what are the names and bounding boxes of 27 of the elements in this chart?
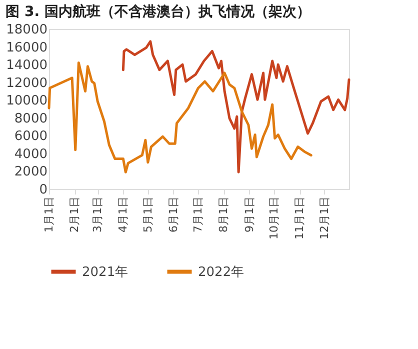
y-tick-label: 16000	[6, 40, 48, 56]
y-tick-label: 8000	[14, 111, 48, 126]
line-series	[48, 62, 312, 174]
y-tick-label: 18000	[6, 22, 48, 38]
line-series	[122, 40, 350, 174]
x-tick-label: 10月1日	[268, 196, 280, 240]
x-tick-label: 12月1日	[318, 196, 331, 240]
x-tick-label: 9月1日	[242, 196, 256, 232]
legend-label: 2021年	[82, 264, 128, 280]
x-tick-label: 4月1日	[116, 196, 130, 232]
y-tick-label: 2000	[14, 164, 48, 180]
chart-title: 图 3. 国内航班（不含港澳台）执飞情况（架次）	[6, 3, 310, 20]
legend-label: 2022年	[198, 264, 244, 280]
y-tick-label: 14000	[6, 58, 48, 74]
x-tick-label: 2月1日	[68, 196, 82, 232]
y-tick-label: 12000	[6, 76, 48, 91]
x-tick-label: 11月1日	[293, 196, 306, 240]
y-tick-label: 10000	[6, 94, 48, 109]
y-tick-label: 6000	[14, 129, 48, 144]
x-tick-label: 5月1日	[141, 196, 154, 232]
x-tick-label: 6月1日	[166, 196, 180, 232]
x-tick-label: 8月1日	[217, 196, 230, 232]
x-tick-label: 3月1日	[91, 196, 104, 232]
y-tick-label: 0	[39, 182, 48, 198]
x-tick-label: 1月1日	[42, 196, 56, 232]
x-tick-label: 7月1日	[192, 196, 205, 232]
y-tick-label: 4000	[14, 146, 48, 162]
